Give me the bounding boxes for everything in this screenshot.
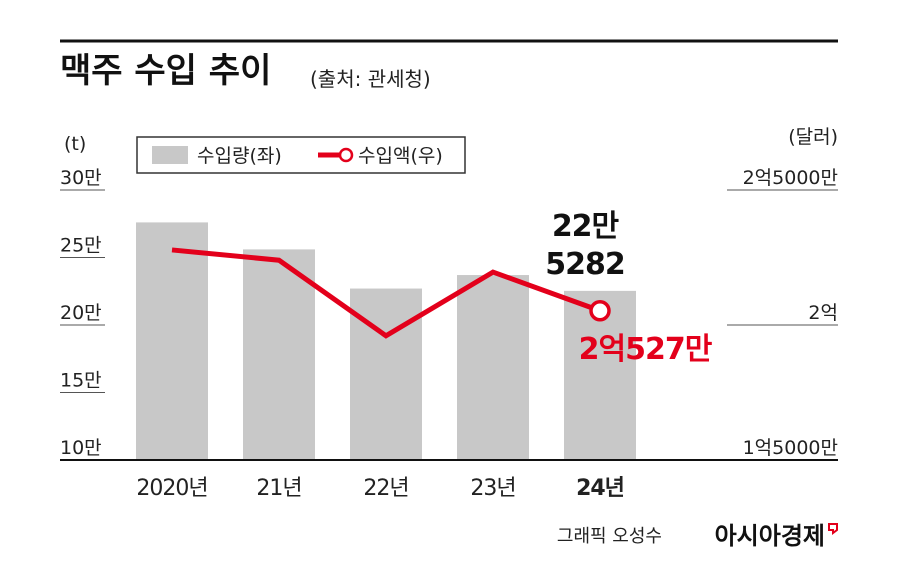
chart-subtitle: (출처: 관세청) — [310, 67, 431, 91]
bar-value-label: 22만 5282 — [545, 209, 626, 282]
x-tick-label: 21년 — [256, 476, 301, 501]
bar — [136, 222, 208, 460]
y-axis-label: (t) — [64, 133, 86, 155]
legend-swatch — [338, 147, 354, 163]
x-tick-label: 2020년 — [136, 476, 207, 501]
brand: 아시아경제 — [715, 522, 825, 550]
y-tick-label: 25만 — [60, 235, 102, 257]
bar — [457, 275, 529, 460]
legend-label: 수입액(우) — [358, 145, 443, 167]
credit: 그래픽 오성수 — [557, 526, 662, 547]
y2-tick-label: 2억 — [808, 302, 838, 324]
y2-axis-label: (달러) — [788, 126, 838, 148]
x-tick-label: 22년 — [363, 476, 408, 501]
chart-title: 맥주 수입 추이 — [60, 51, 271, 91]
brand-icon — [828, 523, 838, 535]
line — [171, 247, 601, 339]
y-tick-label: 20만 — [60, 302, 102, 324]
bar — [350, 288, 422, 460]
y2-tick-label: 2억5000만 — [743, 167, 838, 189]
y-tick-label: 30만 — [60, 167, 102, 189]
line-marker — [589, 300, 611, 322]
legend-box — [136, 136, 466, 174]
y2-tick-label: 1억5000만 — [743, 437, 838, 459]
bar — [243, 249, 315, 460]
x-tick-label: 23년 — [470, 476, 515, 501]
y-tick-label: 15만 — [60, 370, 102, 392]
line-value-label: 2억527만 — [579, 332, 713, 367]
legend-label: 수입량(좌) — [197, 145, 282, 167]
legend-swatch — [152, 146, 188, 164]
x-tick-label: 24년 — [576, 476, 624, 501]
y-tick-label: 10만 — [60, 437, 102, 459]
